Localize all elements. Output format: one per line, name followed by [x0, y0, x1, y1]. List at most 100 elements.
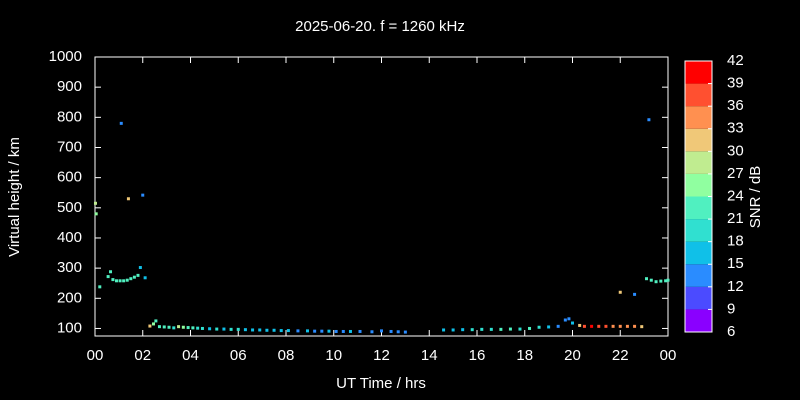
point — [181, 325, 185, 329]
point — [286, 329, 290, 333]
point — [582, 324, 586, 328]
point — [320, 329, 324, 333]
x-tick-label: 02 — [134, 347, 151, 364]
point — [640, 325, 644, 329]
y-tick-label: 400 — [57, 229, 82, 246]
point — [604, 324, 608, 328]
point — [296, 329, 300, 333]
point — [191, 326, 195, 330]
colorbar-tick-label: 30 — [727, 142, 744, 159]
colorbar-band — [685, 106, 712, 129]
y-tick-label: 900 — [57, 78, 82, 95]
point — [157, 325, 161, 329]
point — [625, 324, 629, 328]
point — [177, 325, 181, 329]
point — [129, 277, 133, 281]
point — [114, 279, 118, 283]
point — [126, 197, 130, 201]
point — [358, 329, 362, 333]
colorbar-tick-label: 42 — [727, 52, 744, 69]
point — [499, 327, 503, 331]
point — [659, 279, 663, 283]
y-tick-label: 500 — [57, 199, 82, 216]
chart-title: 2025-06-20. f = 1260 kHz — [295, 18, 465, 35]
point — [537, 325, 541, 329]
point — [258, 328, 262, 332]
point — [93, 201, 97, 205]
point — [196, 326, 200, 330]
point — [618, 290, 622, 294]
point — [243, 328, 247, 332]
point — [167, 325, 171, 329]
x-tick-label: 12 — [373, 347, 390, 364]
point — [611, 324, 615, 328]
point — [442, 328, 446, 332]
x-tick-label: 16 — [469, 347, 486, 364]
colorbar-band — [685, 264, 712, 287]
point — [200, 326, 204, 330]
point — [125, 278, 129, 282]
point — [313, 329, 317, 333]
colorbar-band — [685, 128, 712, 152]
point — [489, 327, 493, 331]
point — [633, 292, 637, 296]
point — [470, 328, 474, 332]
colorbar-tick-label: 15 — [727, 255, 744, 272]
point — [389, 329, 393, 333]
point — [647, 118, 651, 122]
x-tick-label: 18 — [516, 347, 533, 364]
y-tick-label: 600 — [57, 169, 82, 186]
point — [528, 326, 532, 330]
x-tick-label: 00 — [660, 347, 677, 364]
point — [547, 325, 551, 329]
point — [109, 270, 113, 274]
point — [334, 329, 338, 333]
point — [208, 327, 212, 331]
point — [98, 285, 102, 289]
x-tick-label: 08 — [278, 347, 295, 364]
point — [215, 327, 219, 331]
x-tick-label: 04 — [182, 347, 199, 364]
point — [141, 193, 145, 197]
y-tick-label: 200 — [57, 289, 82, 306]
point — [518, 327, 522, 331]
point — [597, 324, 601, 328]
point — [222, 327, 226, 331]
colorbar-band — [685, 241, 712, 265]
colorbar-band — [685, 219, 712, 242]
point — [380, 329, 383, 333]
point — [327, 329, 331, 333]
point — [451, 328, 455, 332]
plot-frame — [94, 56, 669, 337]
point — [172, 326, 176, 330]
point — [154, 319, 158, 323]
point — [143, 276, 147, 280]
point — [236, 327, 240, 331]
colorbar-band — [685, 83, 712, 107]
point — [618, 324, 622, 328]
y-tick-label: 300 — [57, 259, 82, 276]
colorbar-tick-label: 6 — [727, 323, 735, 340]
point — [119, 121, 123, 125]
colorbar-tick-label: 9 — [727, 300, 735, 317]
colorbar-band — [685, 151, 712, 174]
point — [563, 318, 567, 322]
colorbar-tick-label: 33 — [727, 120, 744, 137]
point — [370, 330, 374, 334]
point — [556, 324, 560, 328]
y-tick-label: 700 — [57, 138, 82, 155]
colorbar-tick-label: 12 — [727, 278, 744, 295]
colorbar-tick-label: 18 — [727, 233, 744, 250]
point — [122, 279, 126, 283]
point — [645, 277, 649, 281]
colorbar-band — [685, 286, 712, 310]
colorbar-tick-label: 24 — [727, 187, 744, 204]
colorbar-band — [685, 61, 712, 84]
point — [162, 325, 166, 329]
x-tick-label: 20 — [564, 347, 581, 364]
x-tick-label: 22 — [612, 347, 629, 364]
y-axis-label: Virtual height / km — [6, 137, 23, 257]
y-tick-label: 100 — [57, 319, 82, 336]
